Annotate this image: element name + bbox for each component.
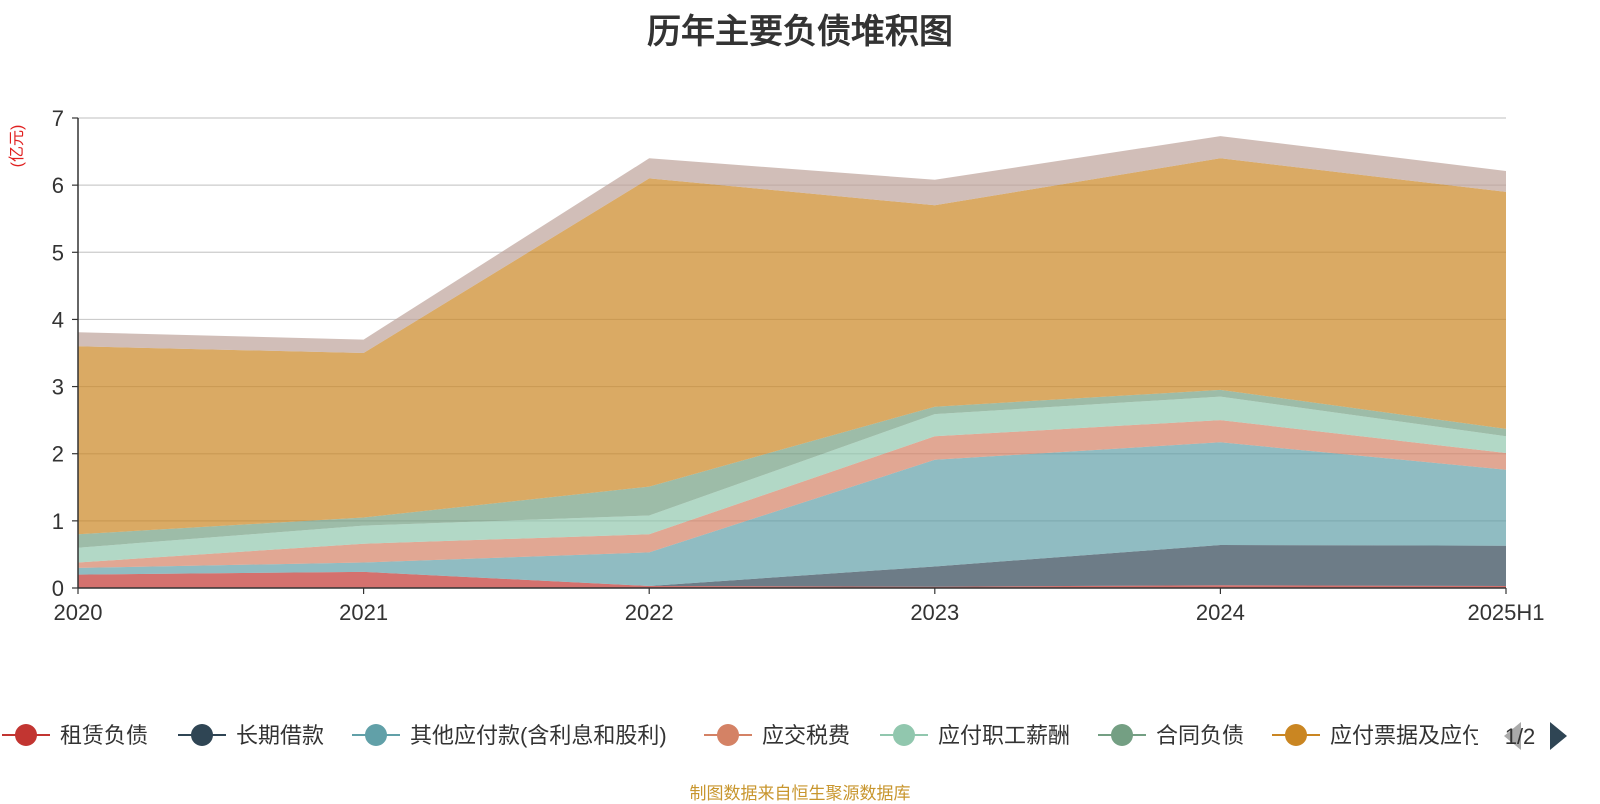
y-tick-label-4: 4 (52, 307, 64, 332)
y-axis-unit-label: (亿元) (8, 125, 26, 168)
y-tick-label-2: 2 (52, 442, 64, 467)
legend-item-7[interactable]: 应付票据及应付账款 (1272, 723, 1528, 748)
legend-pager: 1/2 (1500, 718, 1600, 754)
area-series-2 (78, 442, 1506, 586)
legend-marker-3 (365, 724, 387, 746)
area-series-6 (78, 158, 1506, 535)
x-tick-label-2020: 2020 (54, 600, 103, 625)
legend-label-2: 长期借款 (236, 723, 324, 748)
x-tick-label-2025H1: 2025H1 (1467, 600, 1544, 625)
y-tick-label-1: 1 (52, 509, 64, 534)
area-series (78, 136, 1506, 588)
axes: 0 1 2 3 4 5 6 7 2020 2021 2022 2023 2024 2025H1 (亿元) (8, 106, 1545, 625)
legend-label-4: 应交税费 (762, 723, 850, 748)
area-series-5 (78, 389, 1506, 548)
area-series-4 (78, 396, 1506, 563)
legend-item-6[interactable]: 合同负债 (1098, 723, 1244, 748)
legend-label-5: 应付职工薪酬 (938, 723, 1070, 748)
x-tick-label-2022: 2022 (625, 600, 674, 625)
x-tick-label-2024: 2024 (1196, 600, 1245, 625)
legend-item-1[interactable]: 租赁负债 (2, 723, 148, 748)
legend-label-7: 应付票据及应付账款 (1330, 723, 1528, 748)
x-tick-label-2023: 2023 (910, 600, 959, 625)
legend-marker-7 (1285, 724, 1307, 746)
y-tick-label-0: 0 (52, 576, 64, 601)
legend-label-1: 租赁负债 (60, 723, 148, 748)
y-tick-label-5: 5 (52, 240, 64, 265)
source-note: 制图数据来自恒生聚源数据库 (689, 784, 911, 803)
y-tick-label-6: 6 (52, 173, 64, 198)
area-series-3 (78, 420, 1506, 568)
legend-label-6: 合同负债 (1156, 723, 1244, 748)
legend-prev-icon[interactable] (1504, 722, 1521, 750)
legend-marker-5 (893, 724, 915, 746)
legend-item-2[interactable]: 长期借款 (178, 723, 324, 748)
area-series-0 (78, 571, 1506, 588)
legend-page-indicator: 1/2 (1505, 724, 1536, 749)
x-tick-label-2021: 2021 (339, 600, 388, 625)
legend-label-3: 其他应付款(含利息和股利) (410, 723, 667, 748)
chart-title: 历年主要负债堆积图 (647, 13, 953, 51)
legend-marker-2 (191, 724, 213, 746)
legend-item-3[interactable]: 其他应付款(含利息和股利) (352, 723, 667, 748)
legend: 租赁负债 长期借款 其他应付款(含利息和股利) 应交税费 应付职工薪酬 合同负债 应付票据及… (2, 723, 1528, 748)
legend-marker-4 (717, 724, 739, 746)
legend-marker-6 (1111, 724, 1133, 746)
y-tick-label-3: 3 (52, 375, 64, 400)
legend-next-icon[interactable] (1550, 722, 1567, 750)
area-series-1 (78, 545, 1506, 587)
area-series-7 (78, 136, 1506, 353)
y-tick-label-7: 7 (52, 106, 64, 131)
legend-marker-1 (15, 724, 37, 746)
legend-item-5[interactable]: 应付职工薪酬 (880, 723, 1070, 748)
legend-item-4[interactable]: 应交税费 (704, 723, 850, 748)
